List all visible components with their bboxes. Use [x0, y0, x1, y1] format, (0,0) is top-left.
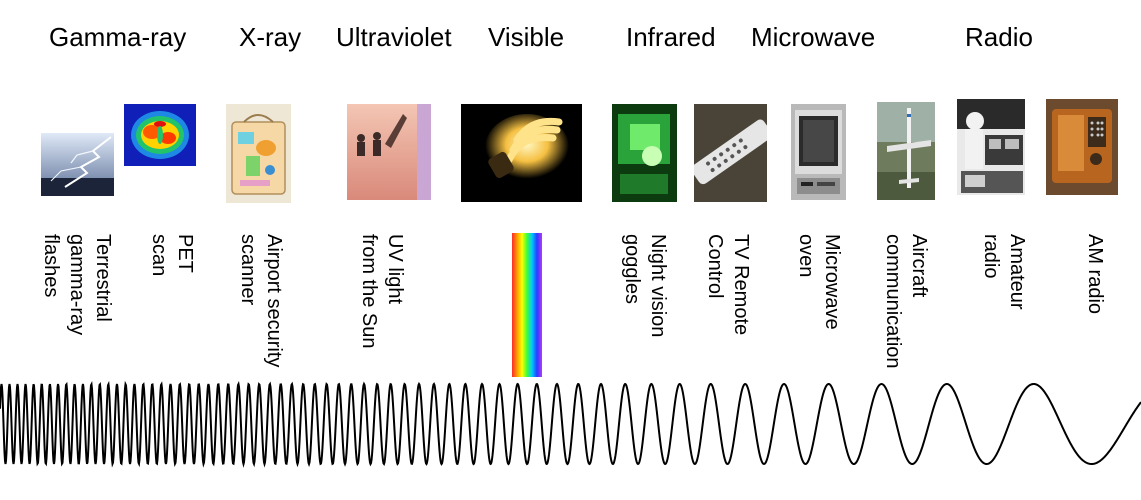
band-ultraviolet: Ultraviolet: [336, 22, 452, 52]
band-microwave: Microwave: [751, 22, 876, 52]
band-infrared: Infrared: [626, 22, 716, 52]
label-aircraft-communication: Aircraft communication: [882, 234, 930, 369]
aircraft-photo: [877, 102, 935, 200]
band-radio: Radio: [965, 22, 1033, 52]
band-gamma-ray: Gamma-ray: [49, 22, 187, 52]
label-am-radio: AM radio: [1084, 234, 1106, 315]
microwave-oven-photo: [791, 104, 846, 200]
wavelength-wave: [0, 380, 1141, 468]
label-night-vision-goggles: Night vision goggles: [621, 234, 669, 338]
wave-path: [0, 380, 1141, 468]
x-ray-bag-photo: [226, 104, 291, 203]
label-uv-light-from-the-sun: UV light from the Sun: [358, 234, 406, 349]
amateur-radio-photo: [957, 99, 1025, 195]
pet-scan-photo: [124, 104, 196, 166]
tv-remote-photo: [694, 104, 767, 202]
lightning-photo: [41, 133, 114, 196]
label-terrestrial-gamma-ray-flashes: Terrestrial gamma-ray flashes: [40, 234, 114, 336]
label-pet-scan: PET scan: [148, 234, 196, 277]
label-microwave-oven: Microwave oven: [795, 234, 843, 330]
label-tv-remote-control: TV Remote Control: [704, 234, 752, 336]
uv-sun-photo: [347, 104, 431, 200]
am-radio-photo: [1046, 99, 1118, 195]
night-vision-photo: [612, 104, 677, 202]
label-airport-security-scanner: Airport security scanner: [237, 234, 285, 368]
light-bulb-photo: [461, 104, 582, 202]
band-visible: Visible: [488, 22, 565, 52]
band-x-ray: X-ray: [239, 22, 302, 52]
label-amateur-radio: Amateur radio: [980, 234, 1028, 310]
visible-spectrum-strip: [512, 233, 542, 377]
